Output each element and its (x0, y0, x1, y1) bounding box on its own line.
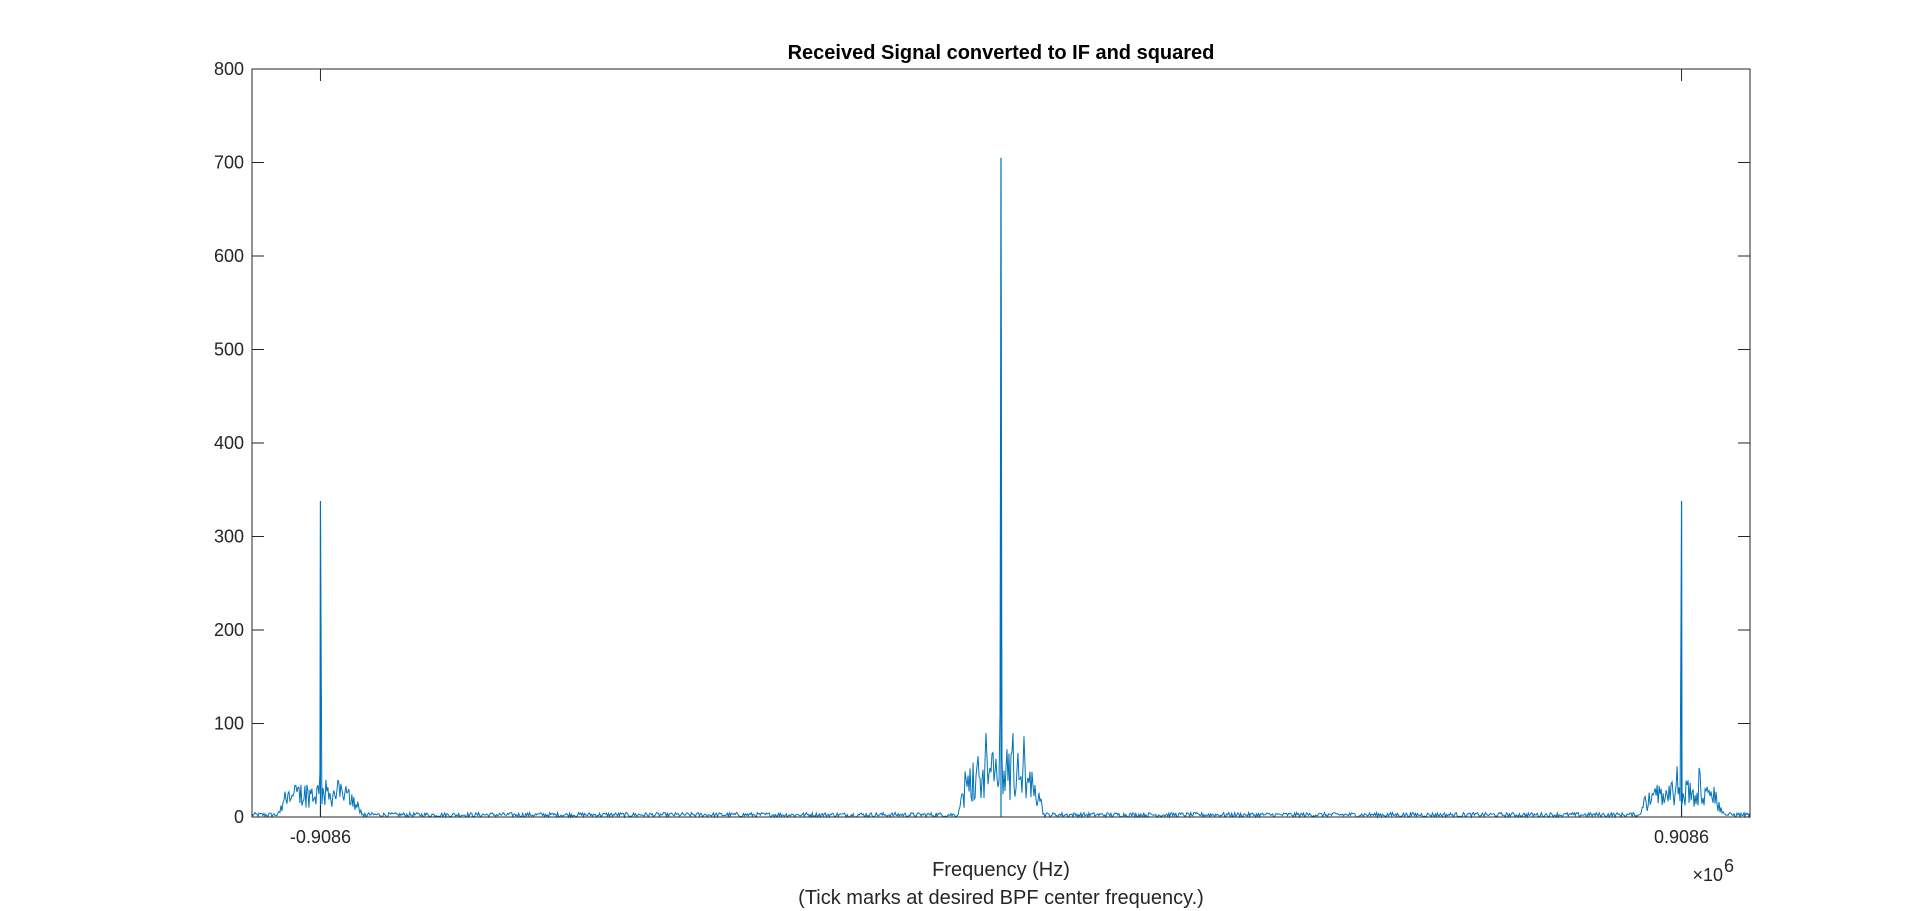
x-axis-label-note: (Tick marks at desired BPF center freque… (798, 887, 1204, 909)
ytick-label: 0 (234, 807, 244, 827)
ytick-label: 100 (214, 714, 244, 734)
xtick-label: -0.9086 (290, 827, 351, 847)
xtick-label: 0.9086 (1654, 827, 1709, 847)
ytick-label: 800 (214, 59, 244, 79)
x-ticks: -0.9086 0.9086 (290, 69, 1709, 847)
x-axis-label: Frequency (Hz) (932, 859, 1070, 881)
ytick-label: 500 (214, 340, 244, 360)
x-exponent-power: 6 (1724, 856, 1734, 876)
chart-title: Received Signal converted to IF and squa… (788, 42, 1215, 64)
series-layer (251, 157, 1751, 819)
x-exponent-base: ×10 (1692, 865, 1723, 885)
ytick-label: 300 (214, 527, 244, 547)
ytick-label: 200 (214, 620, 244, 640)
ytick-label: 600 (214, 246, 244, 266)
y-ticks: 0 100 200 300 400 500 600 700 800 (214, 59, 1750, 827)
ytick-label: 700 (214, 153, 244, 173)
ytick-label: 400 (214, 433, 244, 453)
